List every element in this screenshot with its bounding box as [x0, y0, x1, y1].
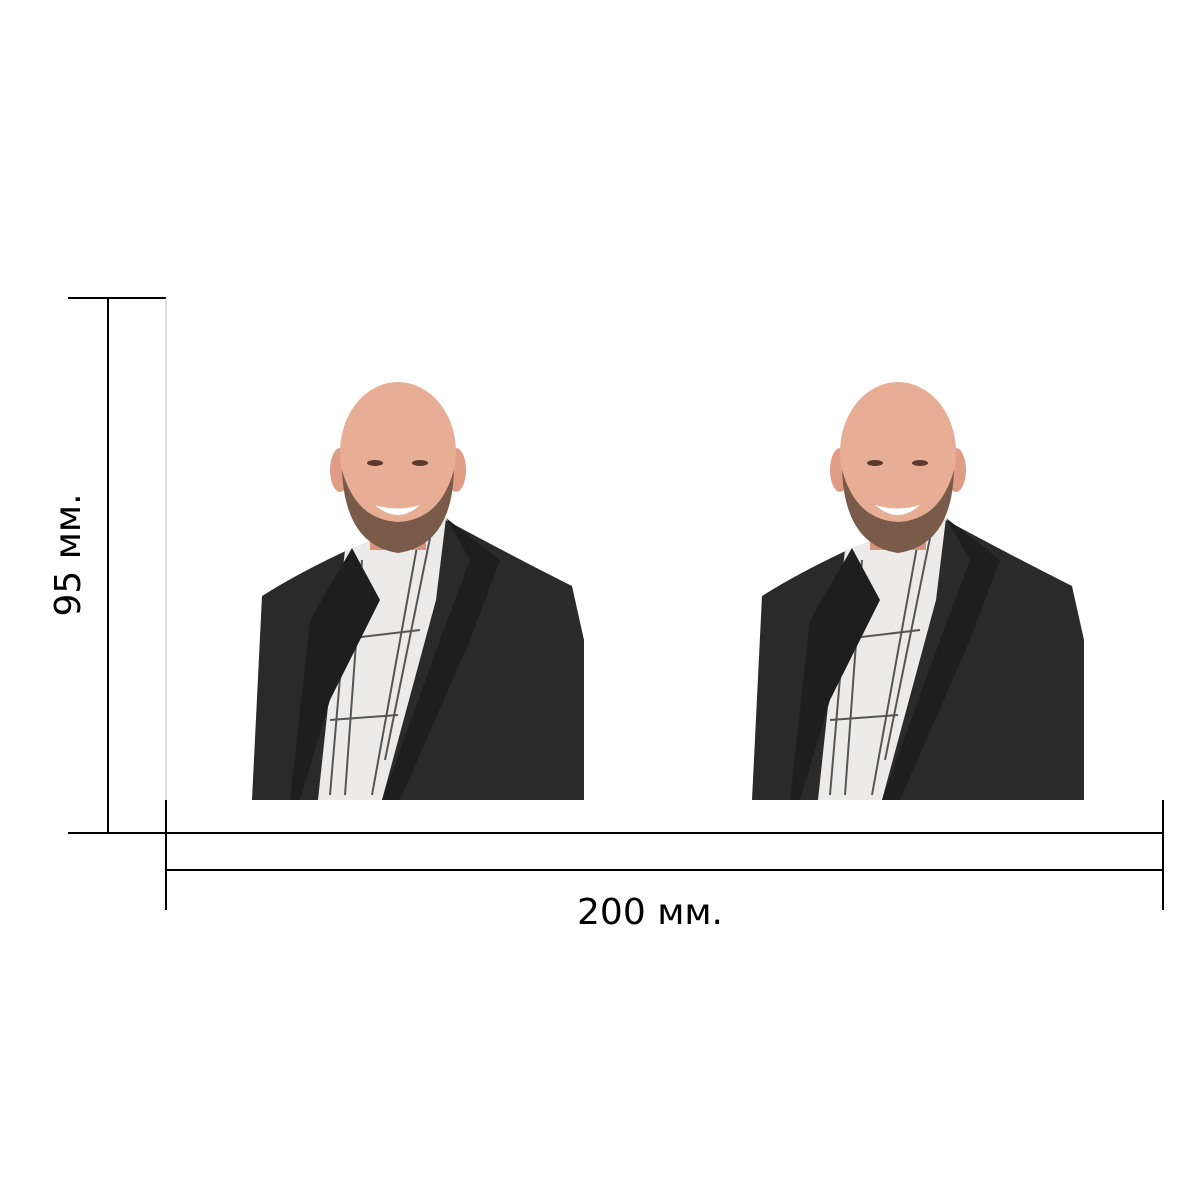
height-label: 95 мм. [48, 493, 89, 616]
photo [751, 381, 1085, 801]
width-label: 200 мм. [577, 892, 723, 933]
photo [251, 381, 585, 801]
